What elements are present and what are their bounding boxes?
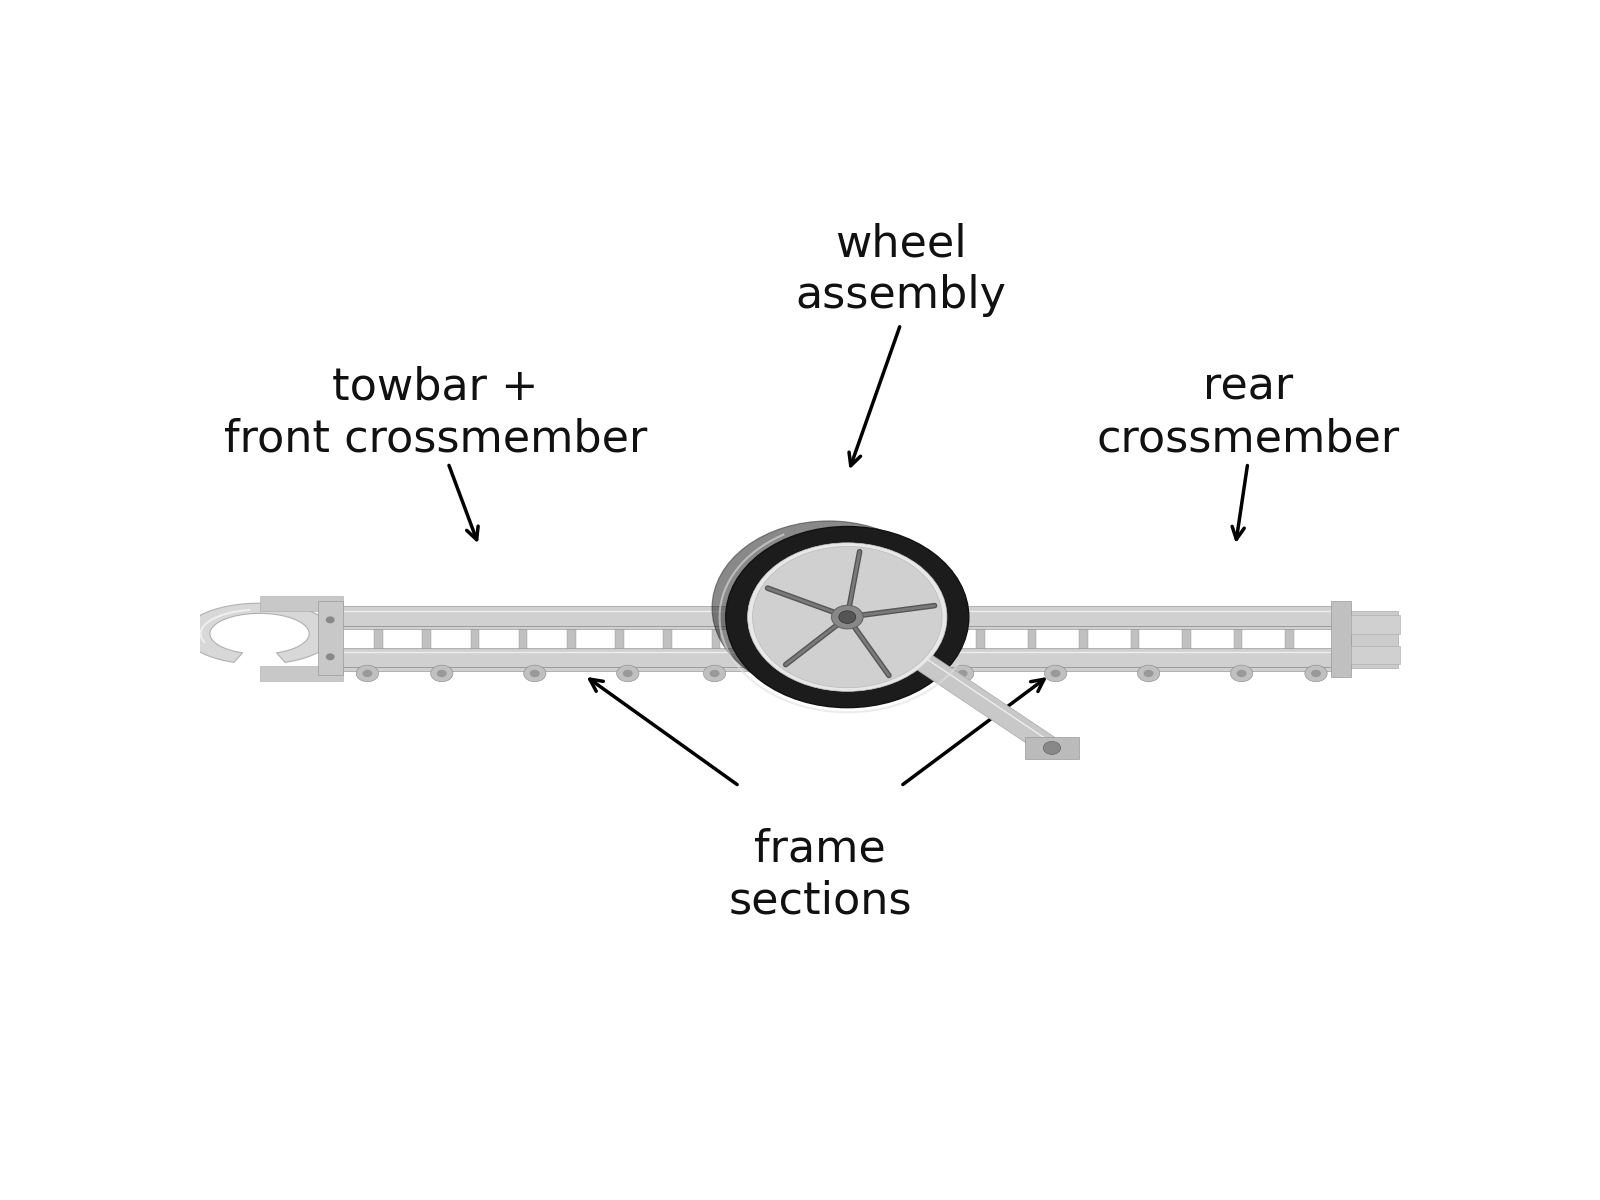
- Bar: [930, 648, 1341, 671]
- Circle shape: [530, 670, 539, 677]
- Bar: [1024, 737, 1080, 760]
- Circle shape: [326, 617, 334, 623]
- Circle shape: [710, 670, 720, 677]
- Bar: [930, 606, 1341, 629]
- Bar: [470, 608, 480, 668]
- Bar: [518, 608, 528, 668]
- Circle shape: [704, 665, 726, 682]
- Circle shape: [958, 670, 968, 677]
- Bar: [1078, 608, 1088, 668]
- Bar: [259, 596, 342, 611]
- Bar: [712, 608, 720, 668]
- Circle shape: [736, 539, 922, 677]
- Circle shape: [747, 542, 947, 691]
- Circle shape: [1237, 670, 1246, 677]
- Text: towbar +
front crossmember: towbar + front crossmember: [224, 366, 648, 461]
- Bar: [326, 608, 334, 668]
- Bar: [330, 606, 765, 629]
- Bar: [614, 608, 624, 668]
- Bar: [1027, 608, 1037, 668]
- Circle shape: [1043, 742, 1061, 755]
- Bar: [374, 608, 382, 668]
- Bar: [664, 608, 672, 668]
- Circle shape: [1310, 670, 1322, 677]
- Circle shape: [363, 670, 373, 677]
- Bar: [1331, 601, 1350, 677]
- Circle shape: [437, 670, 446, 677]
- Circle shape: [952, 665, 974, 682]
- Text: rear
crossmember: rear crossmember: [1096, 366, 1400, 461]
- Circle shape: [1306, 665, 1326, 682]
- Circle shape: [357, 665, 379, 682]
- Bar: [422, 608, 430, 668]
- Circle shape: [832, 605, 862, 629]
- Bar: [1131, 608, 1139, 668]
- Text: wheel
assembly: wheel assembly: [795, 222, 1006, 317]
- Circle shape: [752, 546, 942, 688]
- Bar: [976, 608, 986, 668]
- Circle shape: [622, 670, 632, 677]
- Circle shape: [430, 665, 453, 682]
- Bar: [330, 648, 765, 671]
- Circle shape: [712, 521, 946, 695]
- Circle shape: [1138, 665, 1160, 682]
- Bar: [1350, 616, 1400, 634]
- Polygon shape: [186, 604, 334, 662]
- Circle shape: [1045, 665, 1067, 682]
- Circle shape: [1144, 670, 1154, 677]
- Circle shape: [1230, 665, 1253, 682]
- Polygon shape: [882, 632, 1061, 755]
- Circle shape: [1051, 670, 1061, 677]
- Bar: [1350, 646, 1400, 665]
- Bar: [1285, 608, 1294, 668]
- Bar: [925, 608, 933, 668]
- Circle shape: [326, 654, 334, 660]
- Bar: [259, 666, 342, 680]
- Bar: [1336, 608, 1346, 668]
- Circle shape: [616, 665, 638, 682]
- Bar: [1350, 611, 1398, 668]
- Bar: [1182, 608, 1190, 668]
- Bar: [566, 608, 576, 668]
- Text: frame
sections: frame sections: [728, 828, 912, 923]
- Bar: [1234, 608, 1242, 668]
- Bar: [318, 601, 342, 676]
- Bar: [760, 608, 768, 668]
- Circle shape: [726, 527, 970, 708]
- Circle shape: [838, 611, 856, 624]
- Circle shape: [523, 665, 546, 682]
